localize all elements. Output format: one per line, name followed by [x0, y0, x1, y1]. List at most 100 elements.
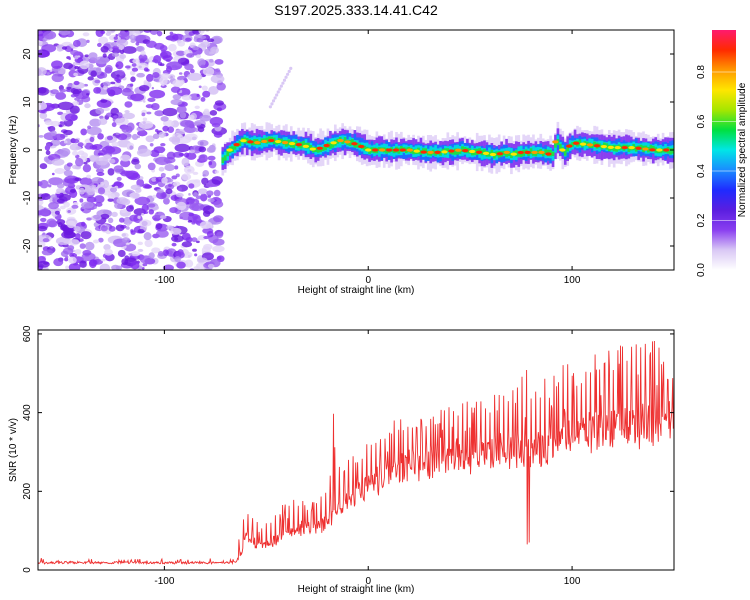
noise-speckle [119, 154, 131, 162]
snr-frame [37, 329, 675, 571]
noise-speckle [129, 83, 134, 87]
snr-background [38, 330, 674, 570]
noise-speckle [174, 165, 179, 170]
spectrogram-marks [38, 30, 674, 270]
ridge-peak [579, 142, 587, 146]
noise-speckle [107, 193, 116, 199]
noise-speckle [97, 152, 104, 156]
noise-speckle [170, 86, 181, 93]
noise-speckle [94, 195, 105, 204]
noise-speckle [142, 263, 148, 267]
ridge-band [488, 151, 491, 157]
noise-speckle [128, 253, 133, 256]
noise-speckle [207, 155, 216, 161]
ridge-peak [254, 140, 261, 145]
ridge-peak [309, 147, 316, 151]
ridge-band [226, 149, 230, 157]
noise-speckle [216, 231, 224, 239]
noise-speckle [200, 64, 205, 69]
noise-speckle [121, 32, 130, 41]
ridge-peak [351, 142, 358, 146]
ridge-band [461, 146, 464, 152]
ridge-peak [663, 148, 670, 152]
ridge-peak [316, 146, 323, 150]
noise-speckle [148, 252, 155, 259]
noise-speckle [114, 69, 125, 76]
noise-speckle [79, 260, 87, 268]
noise-speckle [156, 188, 164, 194]
noise-speckle [103, 244, 111, 251]
noise-speckle [66, 162, 73, 167]
noise-speckle [196, 37, 204, 43]
noise-speckle [181, 94, 192, 101]
noise-speckle [50, 130, 57, 136]
ridge-peak [365, 148, 372, 152]
noise-speckle [56, 187, 65, 194]
noise-speckle [97, 187, 106, 195]
noise-speckle [130, 39, 136, 44]
ridge-band [627, 145, 631, 152]
ridge-band [363, 145, 366, 151]
noise-speckle [172, 33, 185, 41]
noise-speckle [202, 170, 210, 177]
noise-speckle [161, 193, 166, 198]
noise-speckle [135, 41, 140, 46]
noise-speckle [196, 93, 200, 98]
noise-speckle [112, 45, 119, 51]
noise-speckle [179, 111, 187, 119]
noise-speckle [64, 175, 79, 184]
noise-speckle [211, 176, 223, 185]
noise-speckle [162, 55, 173, 61]
noise-speckle [64, 134, 68, 138]
noise-speckle [192, 248, 197, 252]
noise-speckle [205, 181, 216, 188]
noise-speckle [162, 107, 178, 117]
noise-speckle [176, 105, 187, 114]
ridge-peak [600, 144, 608, 149]
noise-speckle [197, 58, 206, 67]
y-tick-label: -20 [22, 238, 33, 253]
noise-speckle [159, 150, 164, 154]
faint-line-mark [276, 90, 280, 94]
noise-speckle [213, 200, 224, 208]
noise-speckle [168, 136, 181, 143]
noise-speckle [199, 193, 208, 202]
noise-speckle [38, 265, 44, 270]
noise-speckle [143, 80, 149, 85]
noise-speckle [159, 215, 167, 220]
ridge-peak [371, 148, 379, 152]
ridge-peak [295, 143, 303, 147]
noise-speckle [42, 37, 48, 42]
noise-speckle [143, 210, 149, 215]
noise-speckle [113, 36, 118, 40]
noise-speckle [111, 264, 120, 270]
noise-speckle [200, 41, 211, 48]
ridge-peak [288, 141, 296, 146]
noise-speckle [63, 129, 73, 136]
faint-line-mark [279, 84, 283, 88]
noise-speckle [211, 37, 222, 45]
noise-speckle [193, 192, 199, 197]
noise-speckle [202, 67, 215, 76]
noise-speckle [156, 211, 159, 215]
noise-speckle [73, 225, 81, 232]
noise-speckle [102, 53, 107, 58]
ridge-peak [552, 140, 559, 144]
noise-speckle [174, 143, 191, 153]
noise-speckle [97, 133, 104, 140]
noise-speckle [208, 161, 213, 166]
ridge-peak [399, 148, 407, 152]
noise-speckle [100, 30, 106, 35]
noise-speckle [95, 67, 102, 72]
faint-line-mark [271, 99, 276, 103]
snr-marks [38, 340, 674, 566]
noise-speckle [165, 188, 173, 195]
noise-speckle [160, 143, 166, 147]
noise-speckle [174, 256, 181, 263]
ridge-peak [358, 144, 365, 149]
ridge-band [424, 148, 428, 154]
noise-speckle [58, 124, 63, 127]
ridge-peak [517, 150, 524, 155]
ridge-band [505, 151, 508, 157]
